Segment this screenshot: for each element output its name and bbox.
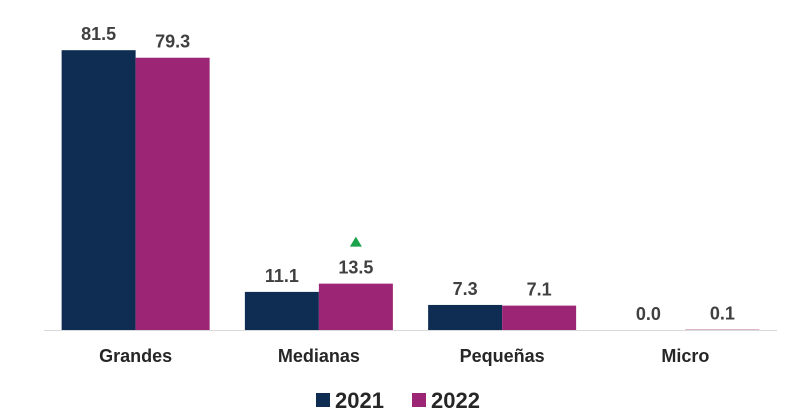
data-label-medianas-2022: 13.5 — [338, 258, 373, 278]
data-label-micro-2021: 0.0 — [636, 304, 661, 324]
data-label-grandes-2021: 81.5 — [81, 24, 116, 44]
category-label-grandes: Grandes — [99, 346, 172, 366]
legend: 2021 2022 — [316, 388, 480, 413]
category-label-pequenas: Pequeñas — [460, 346, 545, 366]
bar-medianas-2022 — [318, 283, 393, 330]
bar-pequenas-2022 — [502, 305, 577, 330]
category-labels: Grandes Medianas Pequeñas Micro — [99, 346, 709, 366]
legend-label-2022: 2022 — [431, 388, 480, 413]
bar-medianas-2021 — [244, 291, 319, 330]
data-label-pequenas-2021: 7.3 — [453, 279, 478, 299]
increase-triangle-icon — [349, 236, 362, 247]
legend-swatch-2021 — [316, 393, 330, 407]
data-label-grandes-2022: 79.3 — [155, 32, 190, 52]
data-label-micro-2022: 0.1 — [710, 304, 735, 324]
bar-grandes-2021 — [61, 50, 136, 330]
legend-swatch-2022 — [412, 393, 426, 407]
category-label-micro: Micro — [661, 346, 709, 366]
bar-grandes-2022 — [135, 57, 210, 331]
bars-layer: 81.5 79.3 11.1 13.5 7.3 7.1 0.0 0.1 — [61, 24, 760, 331]
data-label-medianas-2021: 11.1 — [265, 266, 299, 286]
data-label-pequenas-2022: 7.1 — [527, 280, 552, 300]
bar-pequenas-2021 — [428, 304, 503, 330]
legend-label-2021: 2021 — [335, 388, 384, 413]
category-label-medianas: Medianas — [278, 346, 360, 366]
